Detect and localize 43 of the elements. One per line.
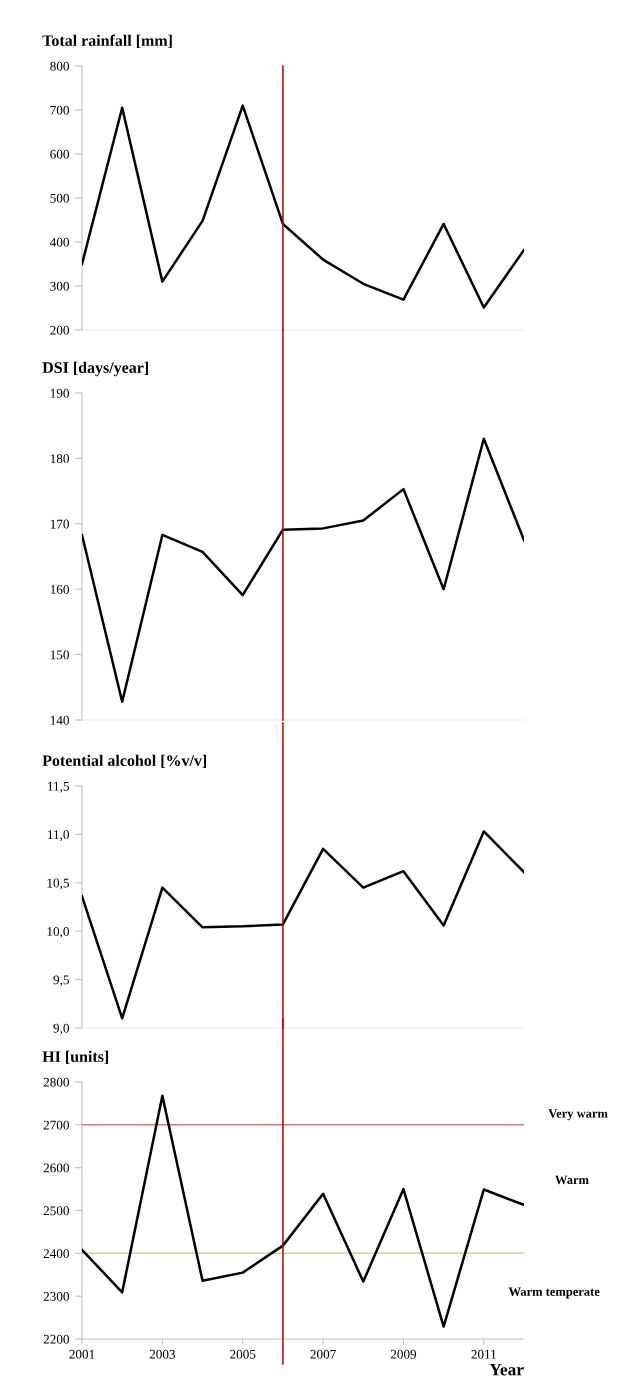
x-tick-label: 2005 (230, 1349, 256, 1359)
line-series (82, 104, 524, 309)
y-tick-label: 150 (50, 650, 69, 660)
y-tick-label: 9,0 (53, 1023, 69, 1035)
y-tick-label: 800 (50, 61, 69, 71)
y-tick-label: 170 (50, 519, 69, 529)
chart-title: HI [units] (42, 1050, 109, 1064)
x-tick-label: 2001 (69, 1349, 95, 1359)
y-tick-label: 2500 (43, 1206, 69, 1216)
y-tick-label: 600 (50, 149, 69, 159)
x-tick-label: 2003 (149, 1349, 176, 1359)
y-tick-label: 180 (50, 454, 69, 464)
y-tick-label: 500 (50, 193, 69, 203)
y-tick-label: 9,5 (53, 975, 69, 987)
y-tick-label: 140 (50, 715, 69, 725)
y-tick-label: 10,5 (47, 878, 69, 890)
y-tick-label: 2200 (43, 1334, 69, 1344)
x-tick-label: 2009 (390, 1349, 417, 1359)
y-tick-label: 400 (49, 237, 69, 247)
ref-line-label: Very warm (548, 1109, 608, 1121)
y-tick-label: 11,0 (48, 830, 69, 842)
y-tick-label: 2700 (43, 1120, 69, 1130)
y-tick-label: 11,5 (48, 781, 69, 793)
x-tick-label: 2011 (471, 1349, 496, 1359)
y-tick-label: 2300 (43, 1291, 69, 1301)
chart-title: Potential alcohol [%v/v] (42, 754, 207, 768)
line-series (82, 437, 524, 703)
text: Warm (555, 1175, 589, 1185)
y-tick-label: 190 (50, 388, 69, 398)
chart-title: DSI [days/year] (42, 361, 148, 377)
y-tick-label: 2400 (43, 1249, 69, 1259)
y-tick-label: 2600 (43, 1163, 69, 1173)
y-tick-label: 10,0 (47, 927, 69, 938)
line-series (82, 830, 524, 1020)
x-axis-title: Year (489, 1363, 524, 1376)
y-tick-label: 700 (50, 105, 69, 115)
y-tick-label: 300 (50, 281, 69, 291)
y-tick-label: 200 (50, 325, 69, 335)
x-tick-label: 2007 (310, 1349, 336, 1359)
y-tick-label: 160 (50, 585, 69, 594)
y-tick-label: 2800 (43, 1077, 69, 1087)
annotation: Warm temperate (508, 1287, 600, 1299)
chart-title: Total rainfall [mm] (42, 34, 172, 48)
